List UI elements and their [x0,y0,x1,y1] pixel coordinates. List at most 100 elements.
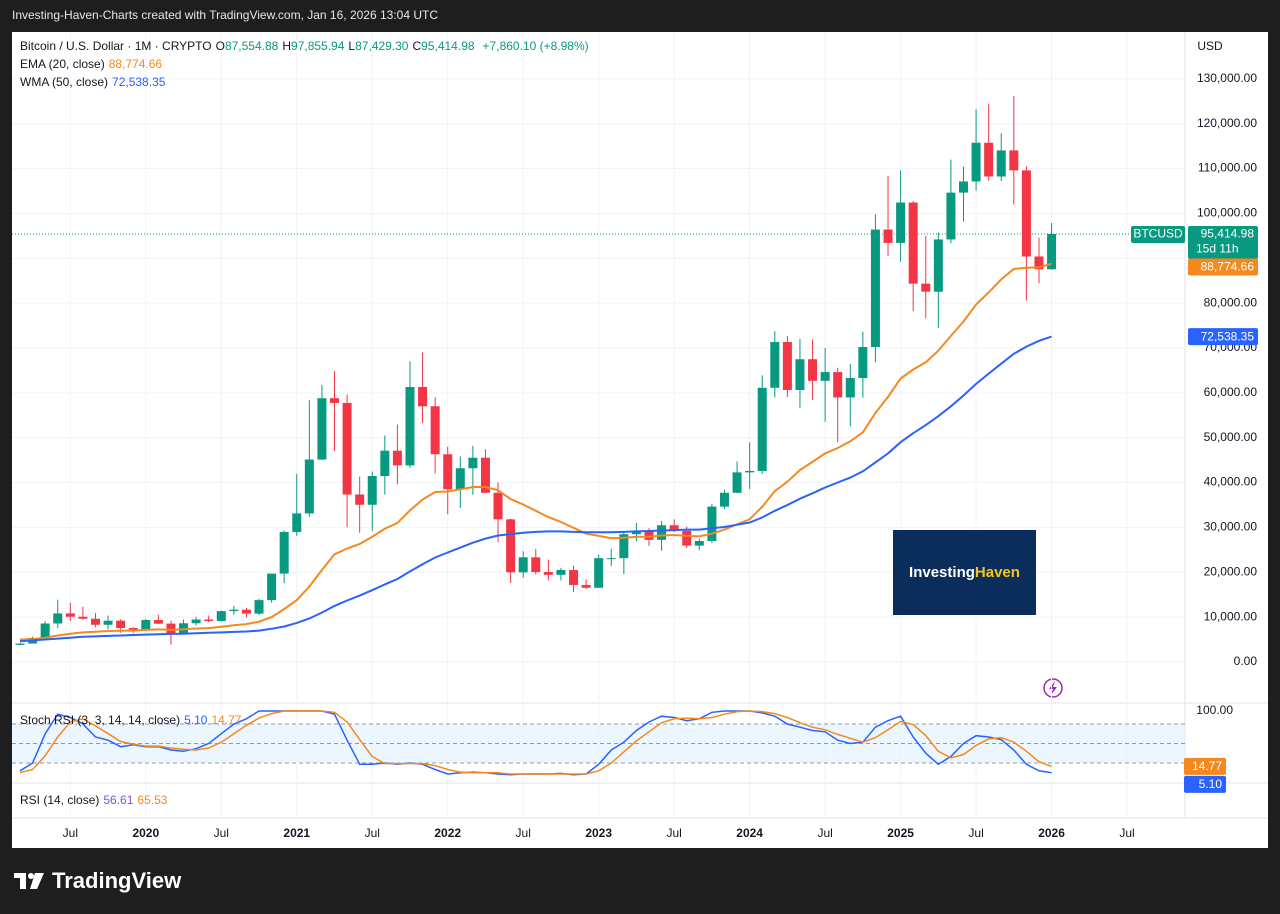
y-tick-label: 120,000.00 [1197,116,1257,130]
y-tick-label: 30,000.00 [1204,520,1258,534]
stoch-tag-bg [1184,775,1226,793]
candle-body [90,618,100,625]
ohlc-value: 87,554.88 [224,39,279,53]
candle-body [153,620,163,624]
y-tick-label: 100.00 [1196,703,1233,717]
candle-body [53,613,63,624]
candle-body [1021,170,1031,257]
tradingview-logo: TradingView [14,868,182,893]
candle-body [745,470,755,473]
candle-body [430,406,440,455]
candle-body [996,150,1006,177]
candle-body [808,359,818,381]
candle-body [191,619,201,624]
ohlc-value: 97,855.94 [291,39,345,53]
candle-body [480,457,490,493]
x-tick-label: 2023 [585,826,612,840]
candle-body [15,643,25,645]
y-tick-label: 60,000.00 [1204,385,1258,399]
candle-body [1009,150,1019,171]
candle-body [908,202,918,284]
candle-body [933,239,943,292]
candle-body [921,283,931,292]
y-tick-label: 0.00 [1234,654,1258,668]
candle-body [128,628,138,630]
candle-body [267,573,277,601]
logo-text: TradingView [52,868,182,893]
candle-body [984,142,994,177]
candle-body [883,229,893,243]
y-tick-label: 20,000.00 [1204,564,1258,578]
candle-body [543,572,553,575]
x-tick-label: 2021 [283,826,310,840]
stoch-tag: 14.77 [1192,759,1222,773]
x-tick-label: Jul [516,826,531,840]
series-tag: 72,538.35 [1201,329,1255,343]
series-tag-bg [1188,328,1258,346]
x-tick-label: 2022 [434,826,461,840]
plot-area [12,32,1185,818]
candle-body [531,557,541,573]
currency-label: USD [1197,39,1223,53]
candle-body [644,530,654,540]
wma-name: WMA (50, close) [20,75,109,89]
rsi-ma-value: 65.53 [137,793,168,807]
logo-shape [30,873,44,889]
countdown: 15d 11h [1196,242,1239,256]
candle-body [468,457,478,469]
stoch-title: Stoch RSI (3, 3, 14, 14, close) [20,713,181,727]
candle-body [631,530,641,535]
candle-body [292,513,302,532]
candle-body [355,494,365,505]
y-tick-label: 110,000.00 [1198,161,1257,175]
ohlc-value: 95,414.98 [421,39,475,53]
logo-shape [20,873,26,889]
wma-value: 72,538.35 [112,75,166,89]
candle-body [40,623,50,638]
stoch-legend: Stoch RSI (3, 3, 14, 14, close) 5.10 14.77 [20,711,245,729]
x-tick-label: Jul [365,826,380,840]
rsi-legend: RSI (14, close) 56.61 65.53 [20,791,171,809]
candle-body [1047,233,1057,270]
candle-body [65,613,75,617]
lightning-icon [1043,678,1063,698]
candle-body [606,558,616,560]
stoch-tag-bg [1184,757,1226,775]
candle-body [569,570,579,585]
price-tag-bg [1188,225,1258,259]
candle-body [241,609,251,614]
candle-body [669,525,679,531]
candle-body [594,558,604,588]
watermark: Investing Haven [893,530,1036,615]
candle-body [405,387,415,466]
candle-body [443,454,453,490]
ohlc-label: H [282,39,292,53]
candle-body [317,398,327,460]
d-value: 14.77 [211,713,242,727]
candle-body [870,229,880,348]
symbol-tag-bg [1131,225,1185,243]
candle-body [279,531,289,574]
candle-body [455,468,465,490]
candle-body [732,472,742,493]
candle-body [518,557,528,573]
stoch-tag: 5.10 [1199,777,1223,791]
candle-body [506,519,516,573]
candle-body [770,342,780,388]
candle-body [782,342,792,390]
ohlc-value: 87,429.30 [355,39,409,53]
candle-body [845,378,855,398]
candle-body [719,492,729,507]
x-tick-label: Jul [1119,826,1134,840]
candle-body [694,541,704,546]
ema-legend: EMA (20, close) 88,774.66 [20,55,166,73]
candle-body [946,192,956,240]
series-tag-bg [1188,258,1258,276]
rsi-value: 56.61 [103,793,134,807]
x-tick-label: Jul [666,826,681,840]
candle-body [896,202,906,243]
candle-body [204,619,214,621]
y-tick-label: 10,000.00 [1204,609,1258,623]
